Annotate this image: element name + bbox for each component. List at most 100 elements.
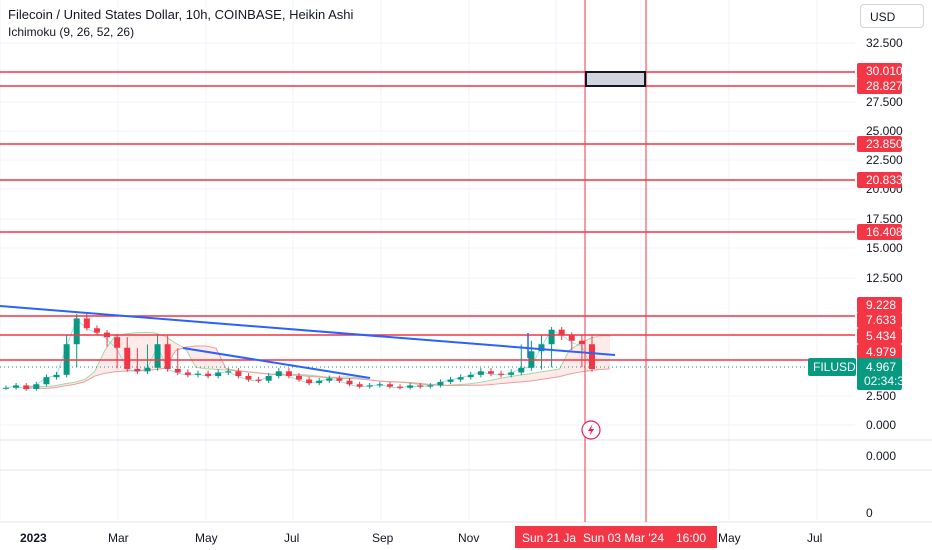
horizontal-levels[interactable] — [0, 71, 855, 361]
candle-body — [407, 385, 414, 388]
level-badge-label: 16.408 — [866, 225, 903, 239]
candle-body — [508, 372, 515, 375]
chart-title: Filecoin / United States Dollar, 10h, CO… — [8, 7, 354, 22]
candle-body — [427, 385, 434, 387]
candle-body — [346, 380, 353, 385]
time-axis[interactable]: 2023 Mar May Jul Sep Nov May Jul Sun 21 Ja Sun 03… — [20, 526, 822, 548]
time-tick-label: Mar — [108, 531, 129, 545]
level-badge-label: 7.633 — [866, 313, 896, 327]
candle-body — [215, 372, 222, 377]
trend-lines[interactable] — [0, 305, 616, 379]
price-tick-label: 27.500 — [866, 95, 903, 109]
candle-body — [194, 373, 201, 375]
price-tick-label: 2.500 — [866, 389, 896, 403]
time-tick-label: May — [718, 531, 741, 545]
candle-body — [376, 384, 383, 386]
price-tick-label: 0.000 — [866, 418, 896, 432]
level-badge[interactable] — [857, 312, 902, 328]
candle-body — [83, 318, 90, 329]
candle-body — [477, 371, 484, 375]
level-badge[interactable] — [857, 297, 902, 313]
level-badge[interactable] — [857, 136, 902, 152]
candle-body — [53, 374, 60, 378]
candle-body — [356, 384, 363, 387]
level-badge[interactable] — [857, 78, 902, 94]
candle-body — [225, 371, 232, 373]
candle-body — [275, 371, 282, 377]
candle-body — [386, 384, 393, 387]
trend-line-main[interactable] — [0, 305, 616, 356]
candle-body — [457, 377, 464, 380]
candle-body — [3, 387, 9, 389]
time-tick-label: 2023 — [20, 531, 47, 545]
level-badge-label: 4.979 — [866, 345, 896, 359]
time-highlight-label-time: 16:00 — [676, 531, 706, 545]
candle-body — [174, 368, 181, 373]
candle-body — [124, 347, 131, 369]
candle-body — [417, 385, 424, 387]
candle-body — [397, 386, 404, 388]
candle-body — [245, 376, 252, 380]
symbol-badge-label: FILUSD — [813, 360, 856, 374]
indicator-label[interactable]: Ichimoku (9, 26, 52, 26) — [8, 25, 135, 39]
grid — [0, 0, 932, 523]
candle-body — [437, 381, 444, 386]
symbol-badge[interactable] — [808, 358, 856, 376]
candle-body — [285, 371, 292, 377]
candle-body — [144, 367, 151, 372]
time-highlight-label-start: Sun 21 Ja — [522, 531, 576, 545]
candle-body — [184, 372, 191, 375]
candle-body — [73, 318, 80, 345]
candle-body — [498, 373, 505, 375]
chart-header: Filecoin / United States Dollar, 10h, CO… — [8, 6, 353, 41]
lower-pane-tick-label: 0.000 — [866, 449, 896, 463]
price-tick-label: 32.500 — [866, 36, 903, 50]
candle-body — [235, 371, 242, 377]
candle-body — [23, 385, 30, 389]
level-badge-label: 30.010 — [866, 64, 903, 78]
candle-body — [589, 344, 595, 369]
level-badge[interactable] — [857, 224, 902, 240]
level-badge[interactable] — [857, 63, 902, 79]
candle-body — [154, 344, 161, 368]
ichimoku-span-b — [23, 345, 611, 390]
candle-body — [306, 379, 313, 384]
time-highlight[interactable] — [515, 526, 717, 548]
candle-body — [13, 385, 20, 388]
candle-body — [548, 329, 555, 345]
level-badge[interactable] — [857, 172, 902, 188]
time-tick-label: Sep — [372, 531, 394, 545]
time-tick-label: Nov — [458, 531, 479, 545]
price-tick-label: 22.500 — [866, 153, 903, 167]
candle-body — [336, 378, 343, 381]
candle-body — [265, 376, 272, 381]
level-badge-label: 9.228 — [866, 298, 896, 312]
candle-body — [134, 368, 141, 372]
lower-pane-tick-label: 0 — [866, 506, 873, 520]
time-tick-label: May — [195, 531, 218, 545]
vertical-lines[interactable] — [581, 0, 647, 522]
candle-body — [366, 385, 373, 387]
time-tick-label: Jul — [807, 531, 822, 545]
trend-line-secondary[interactable] — [182, 347, 371, 379]
lightning-icon-glyph — [588, 424, 594, 436]
candle-body — [518, 367, 525, 373]
candle-body — [487, 371, 494, 374]
candle-body — [205, 373, 212, 377]
currency-button[interactable]: USD — [860, 4, 924, 28]
candle-body — [296, 376, 302, 380]
time-highlight-label-end: Sun 03 Mar '24 — [583, 531, 664, 545]
level-badge-label: 5.434 — [866, 329, 896, 343]
candle-body — [578, 340, 585, 345]
level-badge[interactable] — [857, 344, 902, 360]
price-countdown-label: 02:34:34 — [864, 374, 911, 388]
price-scale[interactable]: 32.50027.50025.00022.50020.00017.50015.0… — [808, 36, 911, 520]
candle-body — [316, 380, 323, 384]
candle-body — [43, 377, 50, 385]
level-badge[interactable] — [857, 328, 902, 344]
price-badge[interactable] — [857, 358, 902, 390]
date-range-box[interactable] — [585, 71, 646, 87]
time-tick-label: Jul — [284, 531, 299, 545]
candle-body — [558, 329, 565, 335]
